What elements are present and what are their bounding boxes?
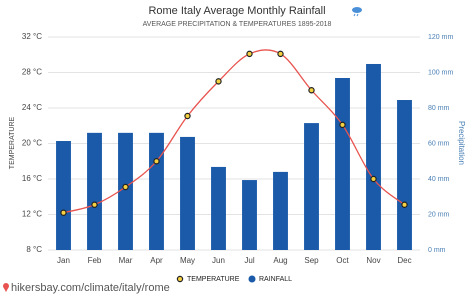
bar: [211, 166, 226, 250]
temperature-point: [91, 201, 98, 208]
y2-tick-label: 20 mm: [428, 211, 450, 218]
temperature-point: [277, 50, 284, 58]
y-tick-label: 8 °C: [26, 245, 42, 254]
bar: [273, 171, 288, 250]
y2-tick-label: 0 mm: [428, 247, 446, 254]
y2-tick-label: 100 mm: [428, 69, 453, 76]
temperature-point: [339, 121, 346, 129]
y2-tick-label: 60 mm: [428, 140, 450, 147]
y-tick-label: 12 °C: [22, 210, 42, 219]
temperature-line: [63, 49, 405, 214]
temperature-point: [215, 78, 222, 85]
y-tick-label: 32 °C: [22, 32, 42, 41]
bar: [335, 78, 350, 250]
temperature-point: [401, 201, 408, 208]
bar: [366, 63, 381, 251]
x-tick-label: Jul: [244, 256, 254, 265]
source: hikersbay.com/climate/italy/rome: [11, 282, 170, 294]
temperature-point: [184, 112, 191, 120]
x-tick-label: Dec: [397, 256, 411, 265]
y2-tick-label: 120 mm: [428, 34, 453, 41]
temperature-point: [308, 87, 315, 94]
bar: [242, 180, 257, 250]
bar: [397, 100, 412, 250]
y-tick-label: 20 °C: [22, 139, 42, 148]
temperature-point: [60, 209, 67, 216]
y-tick-label: 16 °C: [22, 174, 42, 183]
x-tick-label: Oct: [336, 256, 349, 265]
chart-title: Rome Italy Average Monthly Rainfall: [148, 5, 325, 17]
x-tick-label: Aug: [273, 256, 287, 265]
bar: [87, 132, 102, 250]
y2-tick-label: 80 mm: [428, 105, 450, 112]
x-tick-label: Apr: [150, 256, 163, 265]
legend-marker: [176, 275, 184, 283]
legend-label: TEMPERATURE: [187, 276, 240, 283]
pin-icon: [3, 283, 9, 292]
temperature-point: [122, 183, 129, 191]
legend-label: RAINFALL: [259, 276, 292, 283]
x-tick-label: Jun: [212, 256, 225, 265]
chart-subtitle: AVERAGE PRECIPITATION & TEMPERATURES 189…: [143, 21, 332, 28]
x-tick-label: Mar: [119, 256, 133, 265]
cloud-icon: [352, 7, 362, 17]
x-tick-label: Feb: [88, 256, 102, 265]
x-tick-label: Nov: [366, 256, 380, 265]
bar: [304, 123, 319, 250]
x-tick-label: Jan: [57, 256, 70, 265]
bar: [149, 132, 164, 250]
x-tick-label: May: [180, 256, 195, 265]
y2-axis-label: Precipitation: [457, 121, 466, 165]
x-tick-label: Sep: [304, 256, 319, 265]
bar: [180, 136, 195, 250]
y-tick-label: 28 °C: [22, 68, 42, 77]
temperature-point: [246, 50, 253, 58]
legend-marker: [248, 275, 256, 283]
bar: [118, 132, 133, 250]
y-tick-label: 24 °C: [22, 103, 42, 112]
bar: [56, 141, 71, 250]
y2-tick-label: 40 mm: [428, 176, 450, 183]
temperature-point: [153, 158, 160, 165]
y-axis-label: TEMPERATURE: [9, 116, 16, 169]
temperature-point: [370, 175, 377, 183]
